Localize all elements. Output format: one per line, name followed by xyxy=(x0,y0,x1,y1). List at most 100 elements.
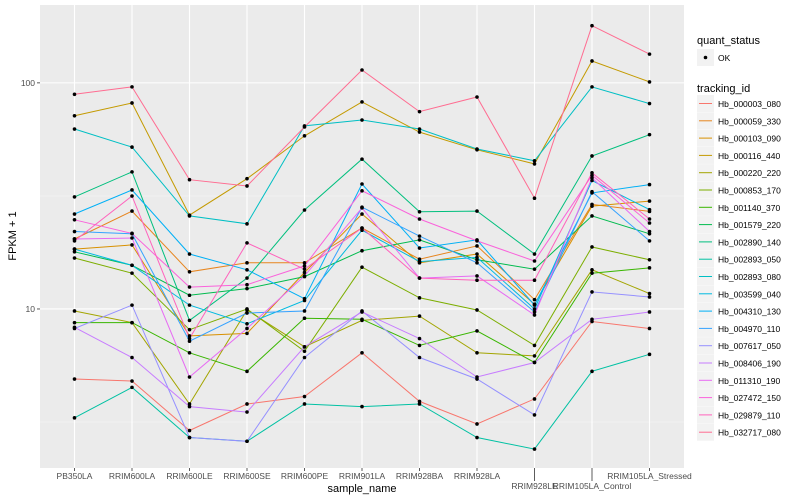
legend-label-Hb_000116_440: Hb_000116_440 xyxy=(718,151,781,161)
x-tick-label: RRIM928LA xyxy=(454,471,501,481)
data-point-Hb_000853_170 xyxy=(590,245,594,249)
data-point-Hb_003599_040 xyxy=(647,207,652,212)
data-point-Hb_029879_110 xyxy=(532,278,537,283)
data-point-Hb_002893_050 xyxy=(417,402,422,406)
data-point-Hb_000853_170 xyxy=(245,307,249,311)
data-point-Hb_000003_080 xyxy=(245,402,249,406)
data-points xyxy=(72,23,652,451)
data-point-Hb_004970_110 xyxy=(532,310,537,314)
data-point-Hb_032717_080 xyxy=(245,184,249,188)
data-point-Hb_032717_080 xyxy=(187,177,192,182)
data-point-Hb_004310_130 xyxy=(302,296,307,301)
data-point-Hb_008406_190 xyxy=(647,310,652,314)
data-point-Hb_029879_110 xyxy=(360,226,364,230)
data-point-Hb_000059_330 xyxy=(475,244,479,248)
shape-legend-title: quant_status xyxy=(697,35,760,47)
data-point-Hb_000853_170 xyxy=(187,327,192,332)
data-point-Hb_032717_080 xyxy=(590,23,594,28)
data-point-Hb_004970_110 xyxy=(475,261,479,265)
data-point-Hb_007617_050 xyxy=(130,303,134,307)
legend-label-Hb_004970_110: Hb_004970_110 xyxy=(718,324,781,334)
data-point-Hb_007617_050 xyxy=(532,413,537,417)
data-point-Hb_004970_110 xyxy=(590,189,594,194)
data-point-Hb_000220_220 xyxy=(647,291,652,296)
data-point-Hb_000220_220 xyxy=(417,314,422,318)
data-point-Hb_003599_040 xyxy=(187,303,192,307)
data-point-Hb_011310_190 xyxy=(245,326,249,331)
data-point-Hb_011310_190 xyxy=(187,375,192,379)
data-point-Hb_027472_150 xyxy=(417,217,422,221)
data-point-Hb_032717_080 xyxy=(302,125,307,129)
data-point-Hb_004970_110 xyxy=(72,229,77,234)
x-tick-label: RRIM105LA_Control xyxy=(553,481,632,491)
data-point-Hb_000116_440 xyxy=(532,162,537,166)
data-point-Hb_027472_150 xyxy=(532,259,537,263)
data-point-Hb_000116_440 xyxy=(302,134,307,138)
data-point-Hb_004310_130 xyxy=(417,246,422,250)
data-point-Hb_002890_140 xyxy=(245,276,249,280)
data-point-Hb_000059_330 xyxy=(302,261,307,265)
legend-label-Hb_001140_370: Hb_001140_370 xyxy=(718,203,781,213)
legend-label-Hb_000103_090: Hb_000103_090 xyxy=(718,134,781,144)
legend-label-Hb_027472_150: Hb_027472_150 xyxy=(718,393,781,403)
data-point-Hb_001579_220 xyxy=(187,293,192,298)
data-point-Hb_000003_080 xyxy=(360,350,364,355)
data-point-Hb_032717_080 xyxy=(417,109,422,114)
data-point-Hb_002890_140 xyxy=(417,210,422,214)
data-point-Hb_001140_370 xyxy=(417,343,422,348)
legend-label-Hb_000853_170: Hb_000853_170 xyxy=(718,186,781,196)
data-point-Hb_002890_140 xyxy=(360,157,364,161)
x-tick-label: RRIM600LA xyxy=(109,471,156,481)
y-tick-label: 100 xyxy=(21,78,35,88)
data-point-Hb_008406_190 xyxy=(187,404,192,409)
x-tick-label: RRIM600SE xyxy=(223,471,271,481)
data-point-Hb_032717_080 xyxy=(360,68,364,72)
data-point-Hb_001140_370 xyxy=(590,271,594,275)
data-point-Hb_029879_110 xyxy=(72,239,77,243)
data-point-Hb_011310_190 xyxy=(532,313,537,317)
data-point-Hb_032717_080 xyxy=(532,196,537,200)
data-point-Hb_029879_110 xyxy=(417,276,422,280)
data-point-Hb_027472_150 xyxy=(302,264,307,268)
data-point-Hb_001579_220 xyxy=(245,286,249,291)
data-point-Hb_002893_080 xyxy=(187,214,192,218)
legend-label-Hb_029879_110: Hb_029879_110 xyxy=(718,410,781,420)
data-point-Hb_002890_140 xyxy=(590,154,594,158)
data-point-Hb_003599_040 xyxy=(72,247,77,251)
data-point-Hb_011310_190 xyxy=(475,274,479,278)
data-point-Hb_007617_050 xyxy=(417,355,422,360)
data-point-Hb_029879_110 xyxy=(245,241,249,245)
data-point-Hb_000003_080 xyxy=(187,428,192,433)
data-point-Hb_000853_170 xyxy=(130,271,134,275)
data-point-Hb_002893_080 xyxy=(590,85,594,89)
legend-label-Hb_000220_220: Hb_000220_220 xyxy=(718,168,781,178)
legend-label-Hb_000059_330: Hb_000059_330 xyxy=(718,116,781,126)
data-point-Hb_004310_130 xyxy=(187,252,192,256)
x-tick-label: PB350LA xyxy=(57,471,93,481)
data-point-Hb_002890_140 xyxy=(187,318,192,323)
data-point-Hb_001140_370 xyxy=(360,317,364,322)
data-point-Hb_032717_080 xyxy=(647,52,652,56)
legend-label-Hb_001579_220: Hb_001579_220 xyxy=(718,220,781,230)
data-point-Hb_000220_220 xyxy=(590,268,594,272)
data-point-Hb_002893_050 xyxy=(532,447,537,451)
data-point-Hb_002890_140 xyxy=(72,195,77,199)
data-point-Hb_008406_190 xyxy=(302,345,307,349)
data-point-Hb_003599_040 xyxy=(245,321,249,326)
data-point-Hb_004310_130 xyxy=(245,268,249,272)
data-point-Hb_008406_190 xyxy=(72,325,77,330)
data-point-Hb_029879_110 xyxy=(590,171,594,175)
x-tick-label: RRIM600PE xyxy=(281,471,329,481)
data-point-Hb_004310_130 xyxy=(360,182,364,186)
data-point-Hb_001140_370 xyxy=(187,350,192,355)
data-point-Hb_000059_330 xyxy=(532,297,537,302)
legend-label-Hb_002890_140: Hb_002890_140 xyxy=(718,237,781,247)
data-point-Hb_011310_190 xyxy=(302,274,307,278)
data-point-Hb_002893_080 xyxy=(130,145,134,149)
data-point-Hb_008406_190 xyxy=(130,355,134,360)
data-point-Hb_003599_040 xyxy=(532,307,537,311)
data-point-Hb_007617_050 xyxy=(590,290,594,294)
x-tick-label: RRIM600LE xyxy=(166,471,213,481)
data-point-Hb_000116_440 xyxy=(647,80,652,84)
color-legend-title: tracking_id xyxy=(697,83,750,95)
